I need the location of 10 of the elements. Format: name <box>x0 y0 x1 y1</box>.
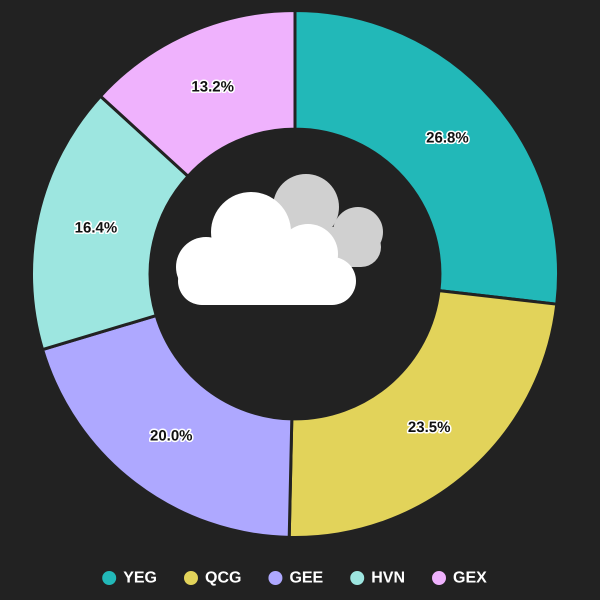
legend-label: YEG <box>123 569 157 586</box>
data-label: 13.2% <box>191 78 234 96</box>
data-label: 23.5% <box>408 419 450 436</box>
data-label: 26.8% <box>426 129 469 146</box>
legend-label: QCG <box>204 569 242 586</box>
legend-label: GEE <box>289 569 324 586</box>
data-label: 20.0% <box>150 428 193 445</box>
legend-label: GEX <box>453 569 488 586</box>
legend-label: HVN <box>371 569 406 586</box>
data-label: 16.4% <box>74 220 118 237</box>
